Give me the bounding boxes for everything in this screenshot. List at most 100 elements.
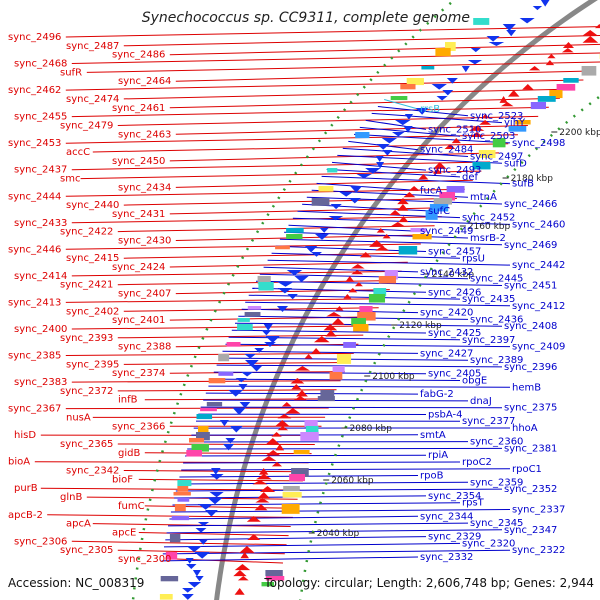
reverse-cds-arrow bbox=[488, 42, 505, 47]
forward-cds-arrow bbox=[582, 30, 598, 36]
forward-cds-arrow bbox=[271, 432, 282, 437]
forward-gene-label: sync_2367 bbox=[8, 404, 61, 415]
feature-block bbox=[421, 66, 435, 70]
forward-cds-arrow bbox=[247, 534, 261, 540]
reverse-cds-arrow bbox=[230, 426, 243, 433]
leader-line bbox=[123, 35, 600, 47]
reverse-gene-label: sync_2498 bbox=[512, 138, 565, 149]
reverse-cds-arrow bbox=[446, 78, 458, 84]
reverse-cds-arrow bbox=[181, 594, 194, 600]
reverse-gene-label: sync_2510 bbox=[428, 124, 481, 135]
forward-gene-label: apcA bbox=[66, 519, 91, 530]
reverse-cds-arrow bbox=[294, 276, 309, 283]
forward-cds-arrow bbox=[304, 354, 313, 359]
feature-block bbox=[289, 474, 305, 482]
reverse-gene-label: sync_2452 bbox=[462, 213, 515, 224]
forward-cds-arrow bbox=[433, 162, 447, 169]
leader-line bbox=[200, 406, 503, 409]
leader-line bbox=[211, 378, 461, 381]
forward-cds-arrow bbox=[547, 54, 556, 59]
reverse-cds-arrow bbox=[403, 126, 413, 133]
forward-cds-arrow bbox=[398, 216, 409, 223]
forward-gene-label: sync_2450 bbox=[112, 156, 165, 167]
feature-block bbox=[196, 432, 210, 441]
forward-cds-arrow bbox=[255, 498, 270, 503]
leader-line bbox=[117, 443, 315, 445]
forward-cds-arrow bbox=[389, 210, 401, 216]
leader-line bbox=[169, 515, 419, 520]
reverse-cds-arrow bbox=[315, 234, 329, 240]
reverse-gene-label: sync_2408 bbox=[504, 321, 557, 332]
forward-cds-arrow bbox=[252, 480, 268, 485]
leader-line bbox=[284, 231, 469, 239]
reverse-gene-label: rpoB bbox=[420, 471, 444, 482]
forward-cds-arrow bbox=[261, 456, 277, 461]
leader-line bbox=[163, 542, 461, 548]
leader-line bbox=[65, 407, 329, 410]
leader-line bbox=[175, 70, 596, 82]
reverse-cds-arrow bbox=[235, 378, 247, 383]
reverse-cds-arrow bbox=[232, 408, 246, 415]
forward-cds-arrow bbox=[265, 438, 281, 445]
leader-line bbox=[245, 301, 511, 307]
reverse-gene-label: sync_2460 bbox=[512, 219, 565, 230]
forward-gene-label: sync_2300 bbox=[118, 554, 171, 565]
feature-block bbox=[293, 450, 310, 455]
feature-block bbox=[317, 396, 335, 402]
reverse-cds-arrow bbox=[311, 252, 322, 257]
forward-gene-label: sync_2479 bbox=[60, 121, 113, 132]
reverse-cds-arrow bbox=[392, 132, 405, 137]
forward-cds-arrow bbox=[397, 204, 409, 211]
reverse-cds-arrow bbox=[207, 498, 223, 505]
forward-gene-label: sync_2462 bbox=[8, 85, 61, 96]
forward-cds-arrow bbox=[293, 396, 307, 401]
feature-block bbox=[286, 234, 303, 240]
reverse-cds-arrow bbox=[209, 492, 224, 498]
ruler-label: 2080 kbp bbox=[350, 424, 393, 434]
feature-block bbox=[332, 366, 345, 373]
leader-line bbox=[65, 79, 584, 91]
forward-cds-arrow bbox=[375, 246, 390, 251]
reverse-cds-arrow bbox=[287, 294, 298, 300]
feature-block bbox=[173, 492, 191, 496]
reverse-cds-arrow bbox=[319, 228, 329, 233]
leader-line bbox=[80, 170, 482, 180]
reverse-cds-arrow bbox=[350, 186, 363, 193]
feature-block bbox=[359, 306, 373, 316]
leader-line bbox=[225, 343, 511, 348]
forward-gene-label: accC bbox=[66, 147, 90, 158]
forward-cds-arrow bbox=[323, 324, 338, 331]
reverse-cds-arrow bbox=[442, 90, 454, 96]
leader-line bbox=[138, 478, 303, 482]
reverse-cds-arrow bbox=[467, 60, 483, 65]
forward-gene-label: sync_2415 bbox=[66, 253, 119, 264]
feature-block bbox=[218, 372, 234, 376]
forward-gene-label: glnB bbox=[60, 492, 82, 503]
leader-lines bbox=[34, 26, 600, 564]
reverse-gene-label: sync_2469 bbox=[504, 240, 557, 251]
reverse-cds-arrow bbox=[276, 306, 289, 312]
forward-cds-arrow bbox=[246, 516, 261, 522]
reverse-cds-arrow bbox=[192, 570, 201, 577]
leader-line bbox=[185, 454, 427, 457]
feature-block bbox=[305, 426, 319, 433]
reverse-gene-label: sync_2493 bbox=[428, 165, 481, 176]
feature-block bbox=[410, 228, 427, 233]
feature-block bbox=[196, 414, 213, 420]
feature-block bbox=[327, 168, 338, 173]
forward-cds-arrow bbox=[265, 450, 281, 456]
forward-cds-arrow bbox=[271, 462, 283, 467]
leader-line bbox=[71, 540, 287, 546]
forward-gene-label: sync_2434 bbox=[118, 182, 171, 193]
forward-cds-arrow bbox=[331, 318, 345, 325]
reverse-cds-arrow bbox=[365, 168, 381, 174]
feature-block bbox=[320, 390, 335, 398]
forward-gene-label: sync_2413 bbox=[8, 297, 61, 308]
reverse-cds-arrow bbox=[470, 48, 481, 53]
feature-block bbox=[549, 90, 563, 99]
leader-line bbox=[117, 334, 364, 339]
reverse-cds-arrow bbox=[210, 474, 224, 480]
reverse-gene-label: sync_2457 bbox=[428, 247, 481, 258]
